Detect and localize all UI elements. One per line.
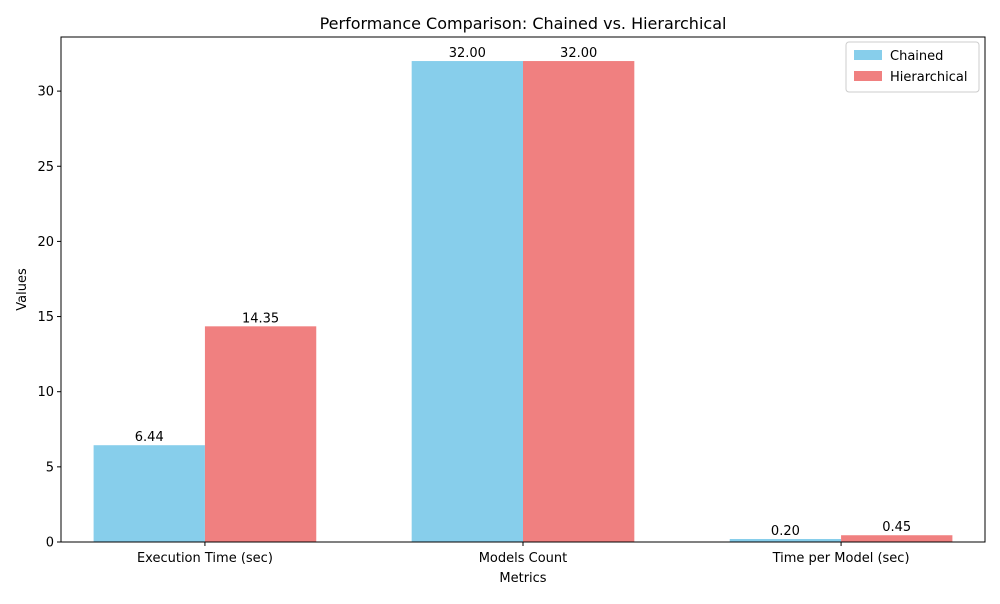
data-label-chained-1: 32.00	[449, 46, 486, 61]
data-label-hierarchical-0: 14.35	[242, 311, 279, 326]
legend-label-hierarchical: Hierarchical	[890, 70, 967, 85]
legend: Chained Hierarchical	[845, 41, 980, 93]
y-tick-label: 30	[37, 85, 54, 100]
y-tick-label: 5	[46, 460, 54, 475]
bar-chained-1	[411, 61, 523, 543]
chart-title: Performance Comparison: Chained vs. Hier…	[320, 14, 727, 33]
bar-hierarchical-1	[523, 61, 635, 543]
legend-swatch-chained	[854, 50, 882, 60]
x-axis: Execution Time (sec) Models Count Time per…	[137, 542, 910, 566]
x-axis-label: Metrics	[499, 571, 546, 586]
y-tick-label: 10	[37, 385, 54, 400]
data-labels-layer: 6.44 32.00 0.20 14.35 32.00 0.45	[135, 46, 911, 539]
x-tick-label: Time per Model (sec)	[772, 551, 910, 566]
y-axis-label: Values	[15, 268, 30, 311]
y-tick-label: 15	[37, 310, 54, 325]
bar-chained-2	[729, 538, 842, 542]
y-tick-label: 20	[37, 235, 54, 250]
data-label-hierarchical-2: 0.45	[882, 520, 911, 535]
plot-frame	[60, 36, 986, 543]
bar-hierarchical-2	[841, 535, 953, 542]
y-axis: 0 5 10 15 20 25 30	[37, 85, 61, 551]
data-label-hierarchical-1: 32.00	[560, 46, 597, 61]
legend-swatch-hierarchical	[854, 71, 882, 81]
bar-chained-0	[93, 445, 205, 542]
bar-hierarchical-0	[204, 326, 317, 542]
data-label-chained-2: 0.20	[771, 524, 800, 539]
legend-label-chained: Chained	[890, 49, 943, 64]
y-tick-label: 0	[46, 536, 54, 551]
x-tick-label: Models Count	[479, 551, 568, 566]
x-tick-label: Execution Time (sec)	[137, 551, 273, 566]
y-tick-label: 25	[37, 160, 54, 175]
data-label-chained-0: 6.44	[135, 430, 164, 445]
bars-layer	[93, 61, 953, 543]
